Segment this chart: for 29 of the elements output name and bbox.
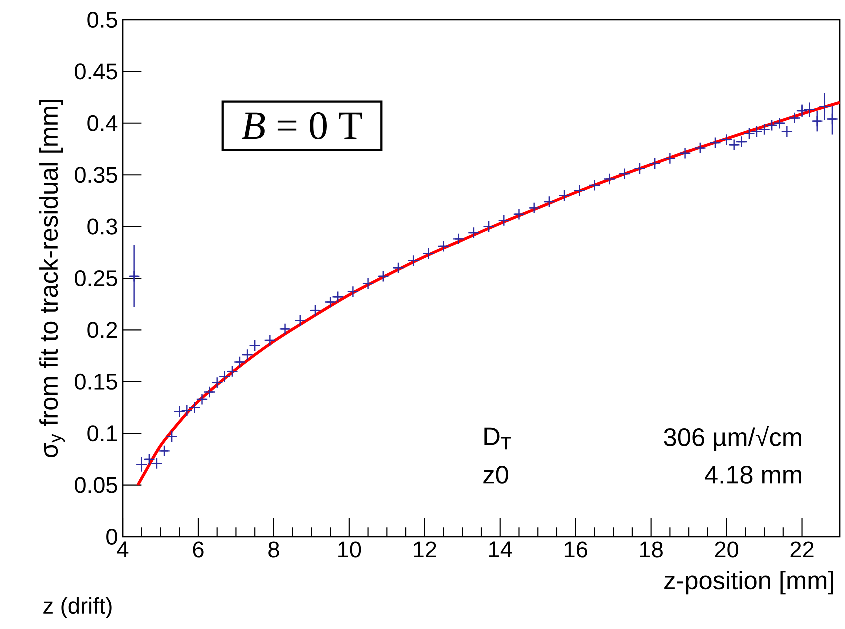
y-axis-title: σ$_{y}$ from fit to track-residual [mm]: [40, 100, 66, 458]
x-axis-title: z-position [mm]: [664, 571, 834, 595]
y-tick-label: 0.35: [75, 167, 118, 184]
x-tick-label: 8: [268, 542, 280, 558]
x-tick-label: 6: [193, 542, 204, 558]
x-tick-label: 16: [564, 542, 588, 558]
x-tick-label: 18: [640, 542, 663, 558]
x-tick-label: 22: [790, 542, 814, 558]
y-tick-label: 0.5: [88, 12, 118, 28]
y-tick-label: 0.4: [88, 115, 118, 132]
y-tick-label: 0.1: [88, 426, 118, 442]
y-tick-label: 0.2: [88, 322, 118, 338]
y-tick-label: 0: [106, 528, 118, 546]
y-tick-label: 0.05: [75, 477, 118, 494]
y-tick-label: 0.25: [75, 270, 118, 287]
y-tick-label: 0.45: [75, 64, 118, 80]
annotation: D$_{T}$: [484, 428, 512, 450]
annotation: 4.18 mm: [705, 466, 802, 484]
x-tick-label: 10: [338, 542, 362, 558]
x-tick-label: 12: [414, 542, 436, 558]
annotation: B = 0 T: [242, 112, 362, 140]
x-tick-label: 20: [715, 542, 739, 558]
x-tick-label: 4: [117, 542, 129, 558]
text: z (drift): [44, 597, 112, 619]
y-tick-label: 0.3: [88, 218, 118, 235]
annotation: z0: [484, 466, 508, 484]
y-tick-label: 0.15: [75, 374, 118, 390]
annotation: 306 µm/√cm: [664, 426, 802, 452]
x-tick-label: 14: [490, 542, 512, 558]
